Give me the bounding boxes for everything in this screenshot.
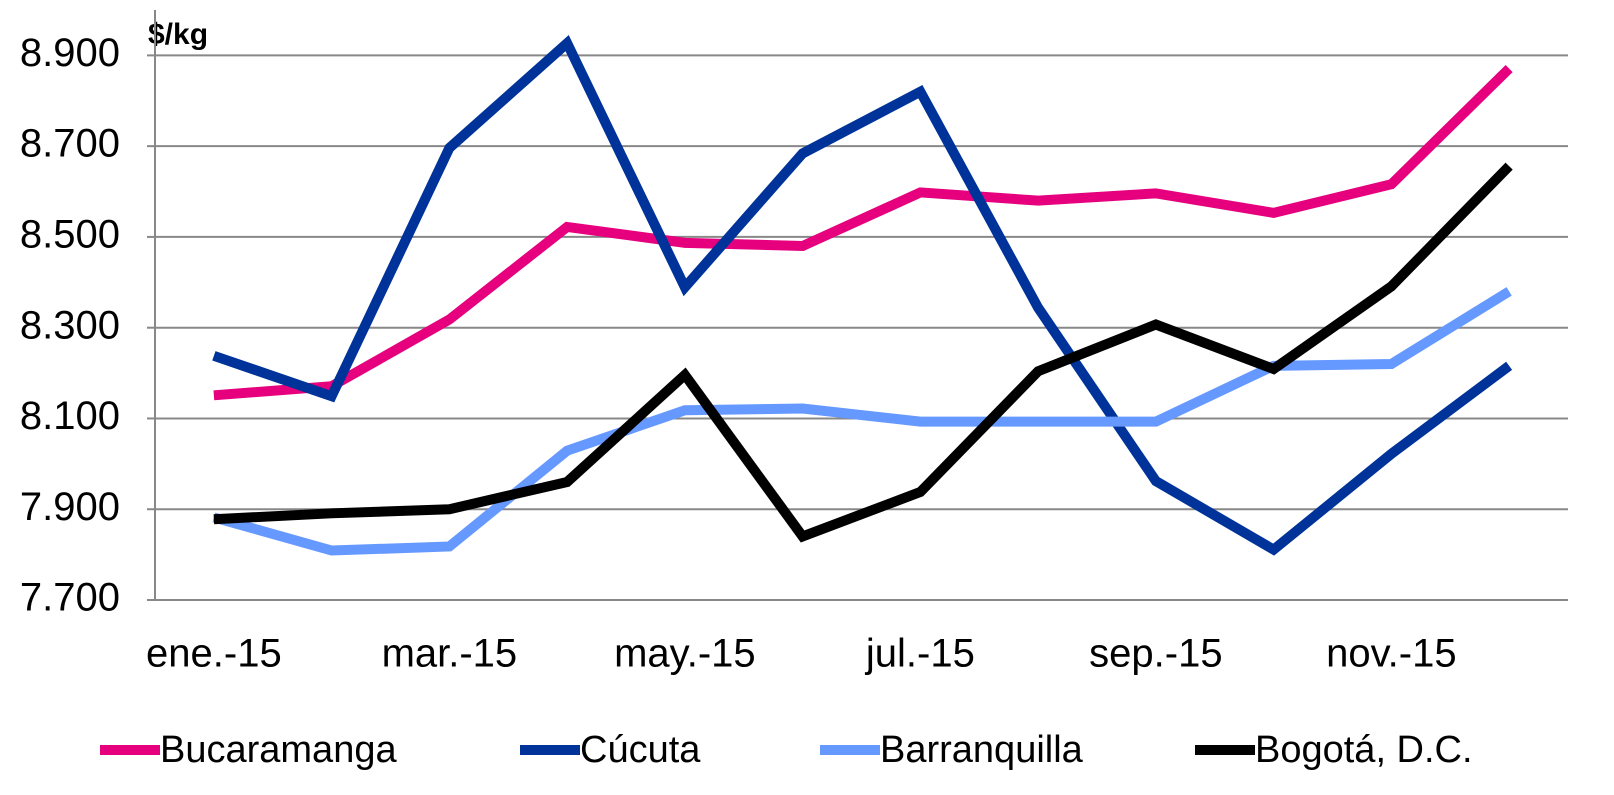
legend-label: Bucaramanga — [160, 729, 397, 771]
y-tick-label: 8.700 — [20, 122, 120, 166]
x-tick-label: nov.-15 — [1326, 632, 1456, 676]
x-tick-label: mar.-15 — [382, 632, 518, 676]
y-unit: $/kg — [148, 18, 208, 51]
y-tick-label: 7.900 — [20, 485, 120, 529]
series-line — [212, 34, 1513, 556]
series-line — [212, 287, 1512, 556]
x-tick-label: may.-15 — [614, 632, 756, 676]
x-tick-label: sep.-15 — [1089, 632, 1222, 676]
y-tick-label: 7.700 — [20, 576, 120, 620]
series-line — [213, 64, 1513, 401]
legend-label: Bogotá, D.C. — [1255, 729, 1473, 771]
legend-label: Cúcuta — [580, 729, 701, 771]
x-tick-label: ene.-15 — [146, 632, 282, 676]
series-line — [213, 162, 1513, 543]
legend-label: Barranquilla — [880, 729, 1084, 771]
y-tick-label: 8.100 — [20, 394, 120, 438]
y-tick-label: 8.900 — [20, 31, 120, 75]
y-tick-label: 8.500 — [20, 212, 120, 256]
y-tick-label: 8.300 — [20, 303, 120, 347]
x-tick-label: jul.-15 — [865, 632, 975, 676]
